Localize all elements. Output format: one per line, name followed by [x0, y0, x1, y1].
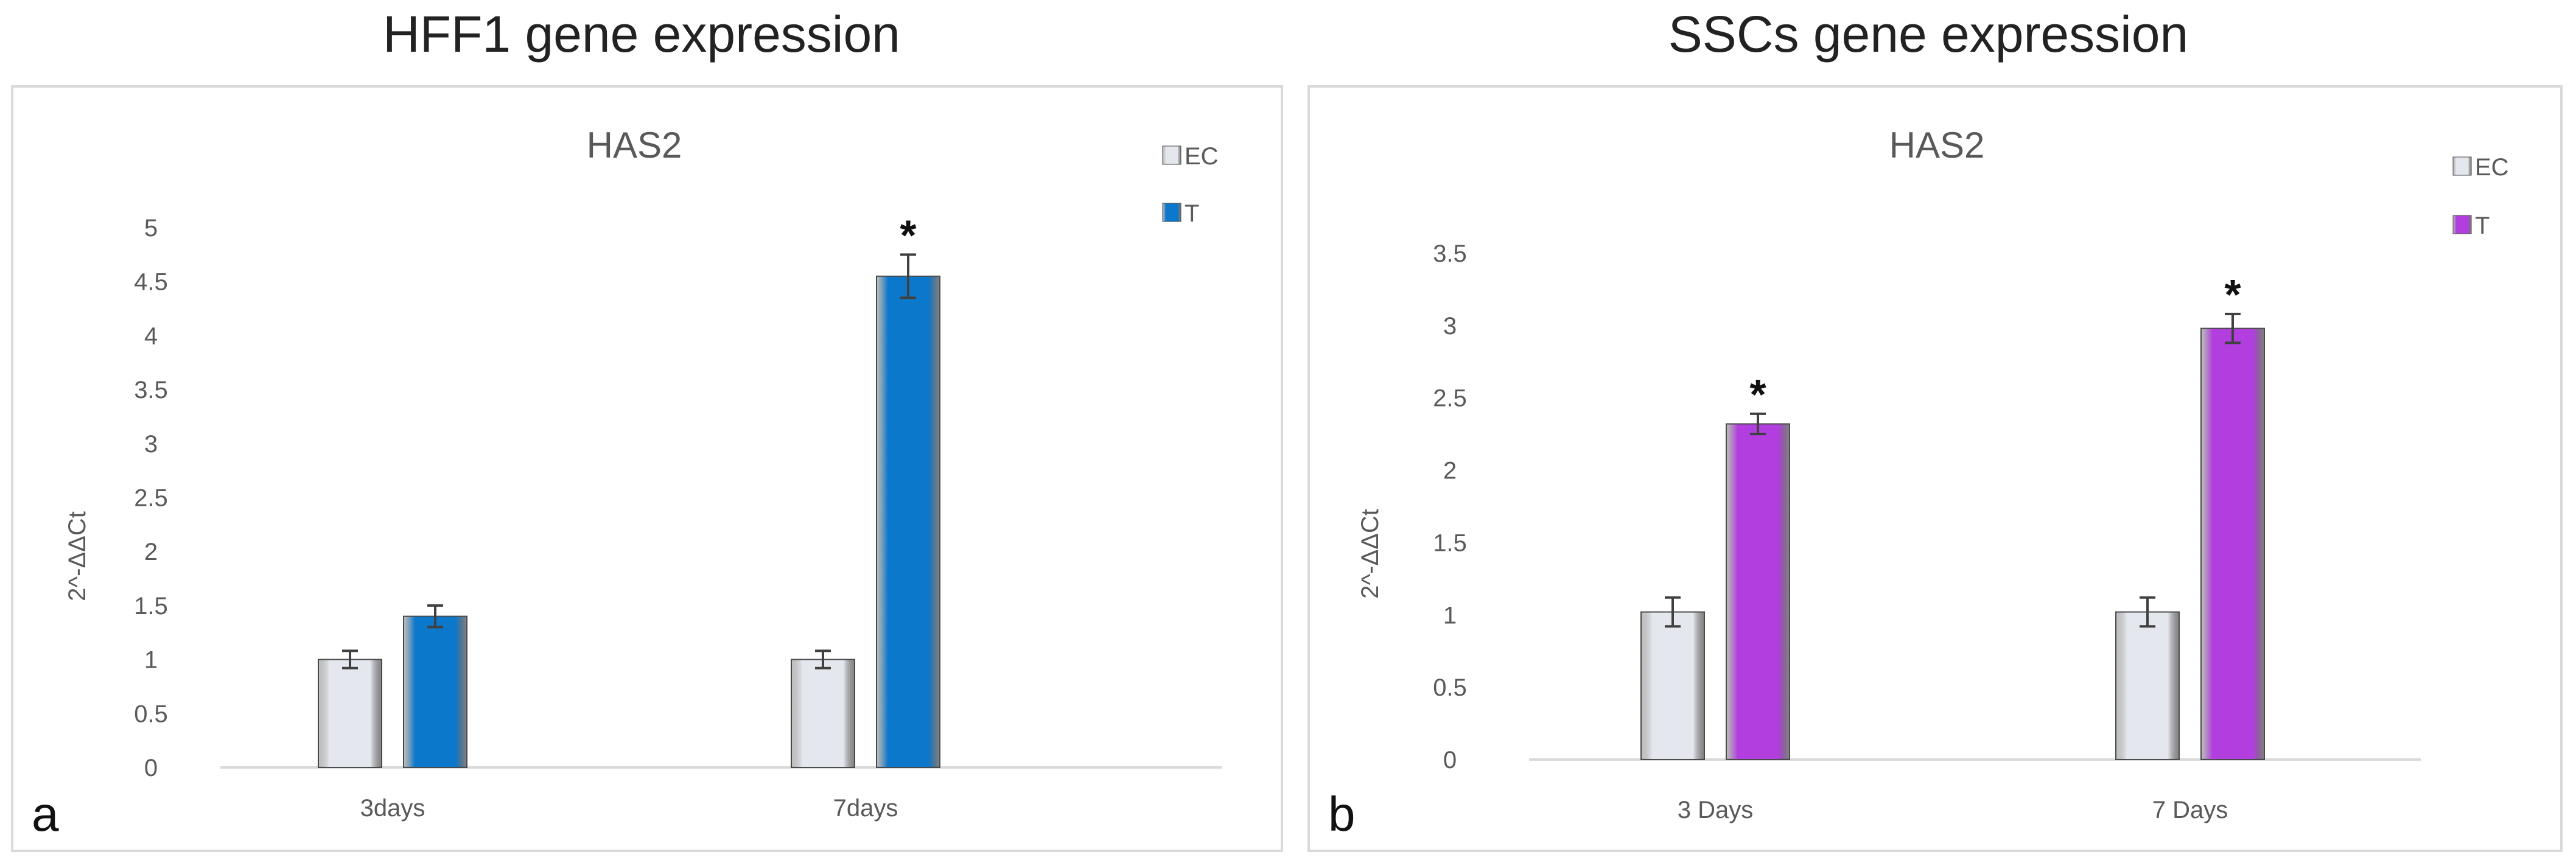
- legend-label: EC: [1185, 143, 1219, 170]
- significance-marker: *: [900, 211, 917, 259]
- bar: [791, 659, 855, 768]
- y-tick-label: 0: [144, 755, 158, 781]
- y-tick-label: 3: [144, 431, 158, 458]
- y-tick-label: 1: [144, 647, 158, 674]
- y-tick-label: 2.5: [134, 485, 168, 512]
- bar: [318, 659, 382, 768]
- y-tick-label: 0: [1443, 747, 1457, 774]
- x-tick-label: 3 Days: [1678, 797, 1754, 823]
- bar: [403, 615, 467, 769]
- legend-swatch: [1162, 145, 1181, 165]
- x-tick-label: 3days: [360, 795, 425, 822]
- y-tick-label: 0.5: [1433, 674, 1467, 701]
- y-tick-label: 5: [144, 215, 158, 242]
- x-tick-label: 7days: [833, 795, 898, 822]
- y-tick-label: 3: [1443, 313, 1457, 340]
- chart-b-svg: HAS2 2^-ΔΔCt 0 0.5 1 1.5 2 2.5 3 3.5 3 Days 7 Days *…: [1357, 125, 2509, 823]
- panel-a-heading: HFF1 gene expression: [383, 5, 900, 63]
- significance-marker: *: [2224, 271, 2241, 318]
- chart-panel-b: HAS2 2^-ΔΔCt 0 0.5 1 1.5 2 2.5 3 3.5 3 Days 7 Days *…: [1307, 85, 2563, 852]
- y-axis-label: 2^-ΔΔCt: [64, 511, 91, 601]
- chart-title: HAS2: [587, 125, 682, 166]
- y-axis-label: 2^-ΔΔCt: [1357, 509, 1384, 599]
- chart-panel-a: HAS2 2^-ΔΔCt 0 0.5 1 1.5 2 2.5 3 3.5 4 4.5 5 3days 7da…: [11, 85, 1283, 852]
- bar: [1640, 611, 1705, 760]
- legend-swatch: [1162, 203, 1181, 222]
- x-tick-label: 7 Days: [2152, 797, 2228, 823]
- legend-label: T: [1185, 200, 1199, 227]
- bar: [876, 275, 940, 768]
- y-tick-label: 1: [1443, 602, 1457, 629]
- chart-title: HAS2: [1889, 125, 1985, 166]
- legend-label: EC: [2475, 154, 2509, 181]
- y-tick-label: 3.5: [1433, 240, 1467, 267]
- legend-swatch: [2452, 156, 2472, 176]
- panel-letter-a: a: [32, 787, 59, 841]
- legend-label: T: [2475, 212, 2490, 239]
- bar: [1726, 423, 1790, 760]
- y-tick-label: 4: [144, 323, 158, 349]
- panel-b-heading: SSCs gene expression: [1668, 5, 2189, 63]
- bar: [2200, 327, 2265, 760]
- y-tick-label: 1.5: [1433, 529, 1467, 556]
- significance-marker: *: [1749, 371, 1766, 418]
- panel-letter-b: b: [1328, 787, 1356, 841]
- y-tick-label: 0.5: [134, 701, 168, 727]
- y-tick-label: 2: [144, 539, 158, 565]
- y-tick-label: 4.5: [134, 269, 168, 296]
- chart-a-svg: HAS2 2^-ΔΔCt 0 0.5 1 1.5 2 2.5 3 3.5 4 4.5 5 3days 7da…: [64, 125, 1222, 822]
- y-tick-label: 3.5: [134, 377, 168, 404]
- y-tick-label: 1.5: [134, 593, 168, 620]
- y-tick-label: 2: [1443, 458, 1457, 484]
- legend-swatch: [2452, 215, 2472, 234]
- y-tick-label: 2.5: [1433, 385, 1467, 412]
- bar: [2115, 611, 2180, 760]
